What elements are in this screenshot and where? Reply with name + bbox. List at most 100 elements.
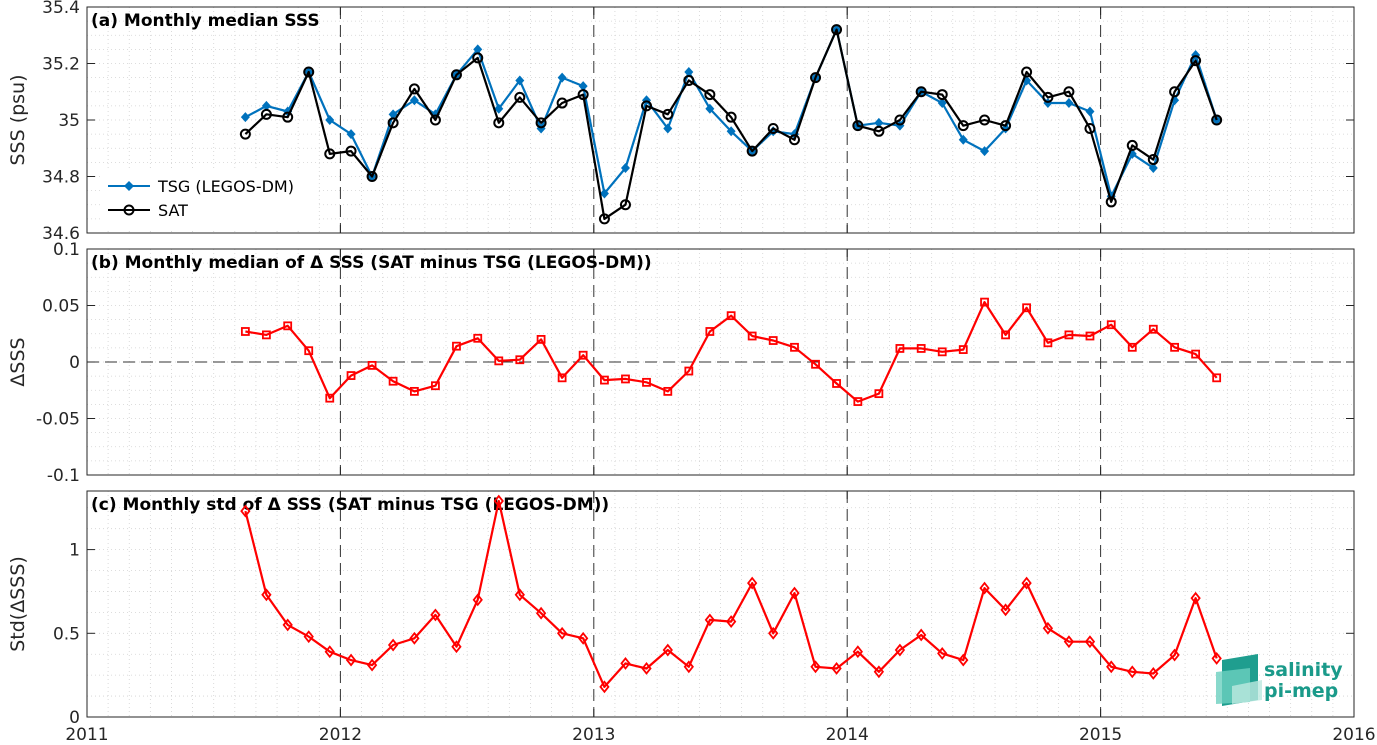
legend: TSG (LEGOS-DM) SAT: [100, 170, 318, 228]
data-point: [556, 97, 568, 109]
data-point: [1211, 114, 1223, 126]
data-point: [494, 356, 504, 366]
data-point: [303, 66, 315, 78]
data-point: [1000, 603, 1011, 617]
x-tick-label: 2011: [65, 725, 108, 745]
data-point: [915, 86, 927, 98]
y-tick-label: 34.6: [42, 224, 80, 244]
panel-title: (a) Monthly median SSS: [91, 11, 320, 31]
data-point: [261, 100, 271, 111]
series-delta: [240, 297, 1222, 406]
data-point: [325, 393, 335, 403]
data-point: [1001, 123, 1011, 134]
data-point: [936, 89, 948, 101]
data-point: [641, 662, 652, 675]
data-point: [895, 344, 905, 353]
data-point: [789, 586, 800, 600]
data-point: [556, 626, 568, 640]
data-point: [494, 103, 504, 114]
data-point: [431, 381, 440, 391]
data-point: [493, 494, 504, 508]
data-point: [1105, 196, 1117, 208]
y-tick-label: 1: [69, 541, 80, 561]
data-point: [408, 83, 420, 95]
data-point: [598, 213, 610, 225]
data-point: [1148, 163, 1158, 174]
data-point: [873, 125, 885, 137]
data-point: [515, 355, 525, 365]
data-point: [450, 69, 462, 81]
panel-title: (b) Monthly median of Δ SSS (SAT minus T…: [91, 253, 652, 273]
data-point: [873, 665, 885, 679]
data-point: [1084, 635, 1096, 649]
data-point: [1043, 338, 1053, 348]
data-point: [535, 117, 547, 129]
data-point: [980, 146, 990, 157]
data-point: [283, 321, 293, 331]
data-point: [1064, 98, 1074, 109]
y-axis-label: Std(ΔSSS): [7, 556, 29, 652]
data-point: [1021, 576, 1032, 590]
data-point: [1001, 330, 1010, 340]
data-point: [957, 120, 969, 132]
panel-title: (c) Monthly std of Δ SSS (SAT minus TSG …: [91, 495, 609, 515]
data-point: [303, 630, 314, 644]
y-tick-label: -0.1: [47, 466, 80, 486]
data-point: [1127, 665, 1138, 679]
legend-background: [100, 170, 318, 228]
data-point: [535, 606, 547, 620]
data-point: [1106, 320, 1116, 330]
data-point: [473, 44, 483, 55]
data-point: [451, 640, 462, 654]
data-point: [366, 658, 378, 672]
data-point: [366, 171, 378, 182]
data-point: [642, 377, 651, 387]
data-point: [768, 626, 779, 640]
data-point: [1064, 330, 1074, 340]
data-point: [1042, 621, 1054, 635]
data-point: [452, 341, 461, 351]
data-point: [1106, 660, 1117, 674]
axes-frame: [86, 6, 1355, 234]
data-point: [387, 117, 399, 129]
data-point: [790, 342, 799, 352]
data-point: [979, 581, 990, 595]
data-point: [346, 371, 356, 380]
data-point: [852, 645, 863, 659]
data-point: [577, 89, 589, 101]
data-point: [705, 103, 715, 114]
data-point: [1190, 591, 1201, 605]
data-point: [367, 360, 377, 370]
logo-text-line2: pi-mep: [1264, 680, 1338, 702]
data-point: [874, 117, 884, 128]
y-tick-label: -0.05: [36, 410, 80, 430]
data-point: [557, 373, 567, 383]
series-sat: [239, 24, 1223, 225]
data-point: [1000, 120, 1012, 132]
data-point: [493, 117, 505, 129]
y-axis-label: SSS (psu): [7, 74, 29, 165]
panel-c: 0 0.5 1 2011 2012 2013 2014 2015 2016 Std(ΔSSS) (c…: [7, 490, 1376, 745]
data-point: [684, 66, 694, 77]
panel-b: -0.1 -0.05 0 0.05 0.1 ΔSSS (b) Monthly median …: [7, 240, 1355, 486]
y-axis-label: ΔSSS: [7, 337, 29, 386]
data-point: [345, 653, 357, 667]
data-point: [619, 199, 631, 211]
y-tick-label: 0.05: [42, 297, 80, 317]
data-point: [937, 646, 948, 660]
series-delta: [240, 494, 1222, 694]
data-point: [767, 122, 779, 134]
data-point: [746, 145, 758, 157]
data-point: [578, 350, 588, 360]
data-point: [894, 114, 906, 126]
data-point: [979, 114, 991, 126]
data-point: [620, 163, 630, 174]
data-point: [409, 95, 419, 106]
data-point: [1212, 373, 1222, 383]
data-point: [684, 366, 694, 376]
data-point: [1085, 106, 1095, 117]
data-point: [1042, 91, 1054, 103]
x-tick-label: 2013: [572, 725, 615, 745]
data-point: [1191, 349, 1201, 359]
data-point: [937, 347, 947, 357]
